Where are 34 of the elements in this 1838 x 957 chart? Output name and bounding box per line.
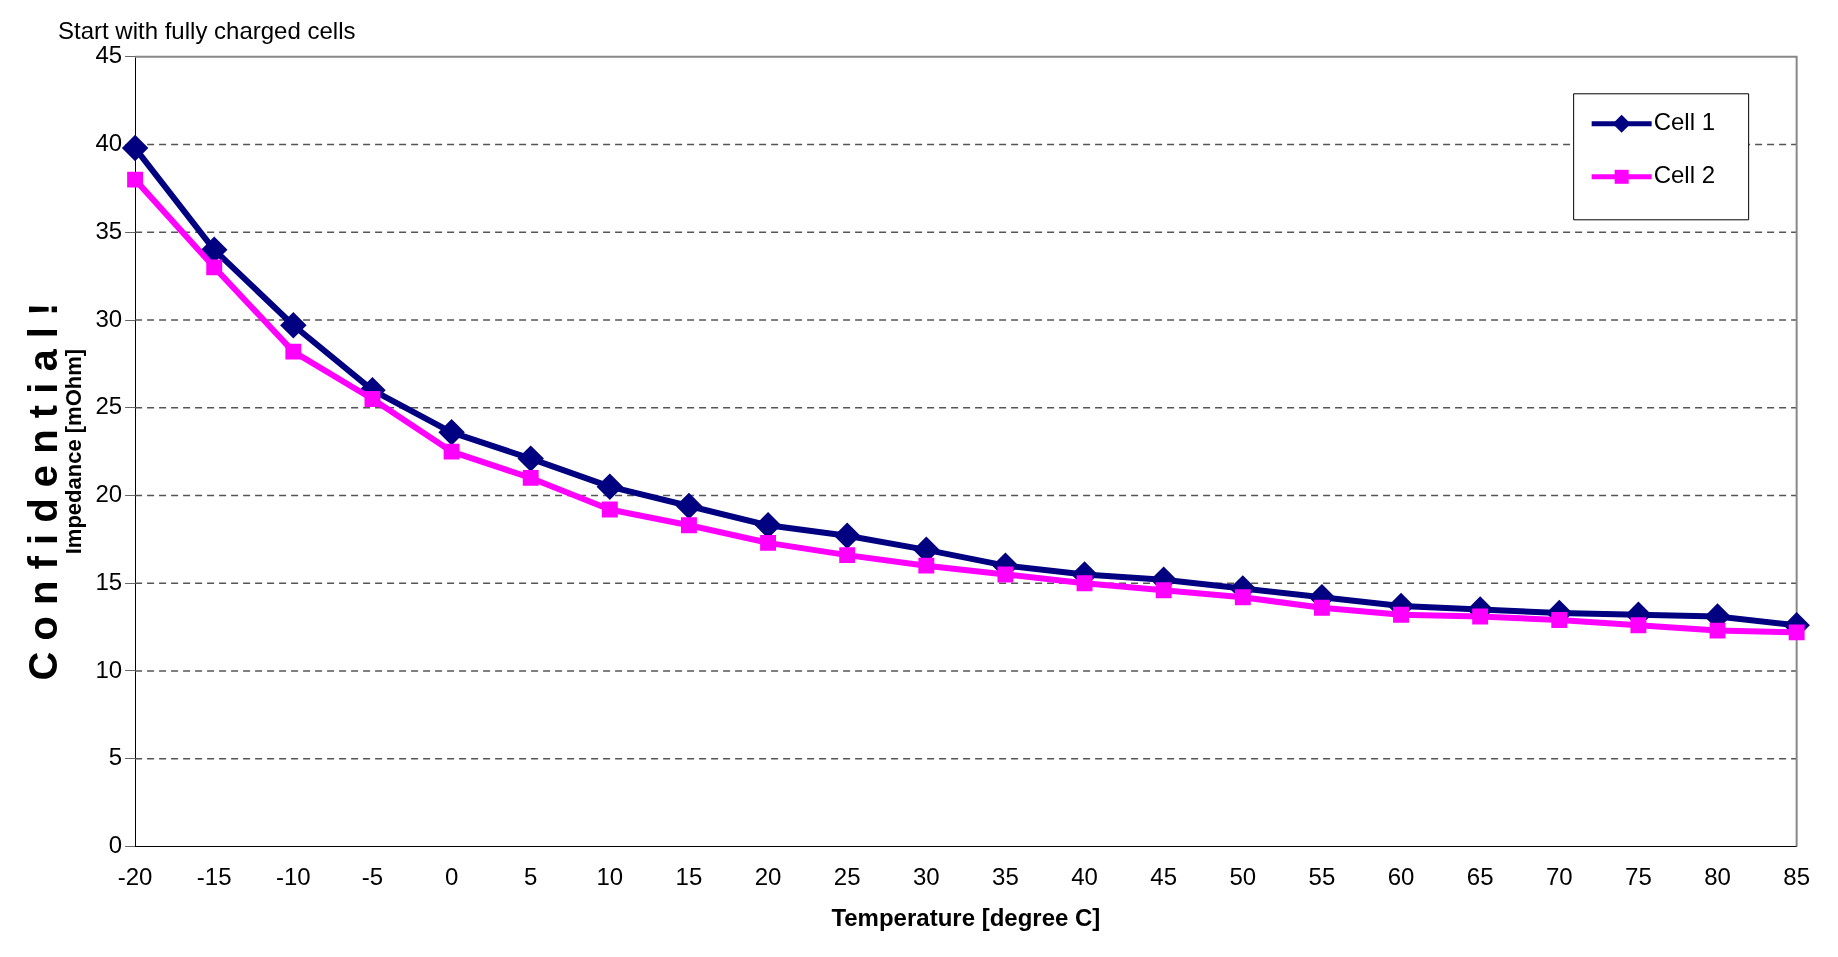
legend-label: Cell 2 [1653,161,1716,189]
x-tick-label: -15 [196,863,232,891]
y-tick-label: 5 [108,743,123,771]
y-tick-label: 15 [95,567,123,595]
x-tick-label: 35 [992,863,1019,891]
x-tick-label: -10 [276,863,311,891]
x-tick-label: 70 [1545,863,1573,891]
x-tick-label: 55 [1308,863,1336,891]
x-tick-label: 75 [1625,863,1652,891]
y-tick-label: 35 [95,216,123,244]
x-tick-label: 80 [1704,863,1731,891]
x-tick-label: 0 [444,863,459,891]
x-tick-label: 45 [1150,863,1178,891]
y-tick-label: 30 [95,304,123,332]
x-tick-label: 20 [754,863,782,891]
x-axis-title: Temperature [degree C] [831,904,1101,932]
x-tick-label: 5 [524,863,538,891]
x-tick-label: 15 [675,863,703,891]
x-tick-label: 50 [1229,863,1257,891]
x-tick-label: 65 [1466,863,1494,891]
y-tick-label: 10 [95,655,123,683]
x-tick-label: 60 [1387,863,1415,891]
x-tick-label: 30 [912,863,940,891]
legend-label: Cell 1 [1653,108,1716,136]
x-tick-label: -5 [361,863,384,891]
x-tick-label: 40 [1071,863,1098,891]
x-tick-label: 25 [833,863,861,891]
y-tick-label: 0 [108,831,123,859]
x-tick-label: 85 [1783,863,1810,891]
x-tick-label: 10 [596,863,624,891]
y-tick-label: 20 [95,480,123,508]
y-tick-label: 25 [95,392,123,420]
y-tick-label: 40 [95,129,123,157]
x-tick-label: -20 [117,863,153,891]
